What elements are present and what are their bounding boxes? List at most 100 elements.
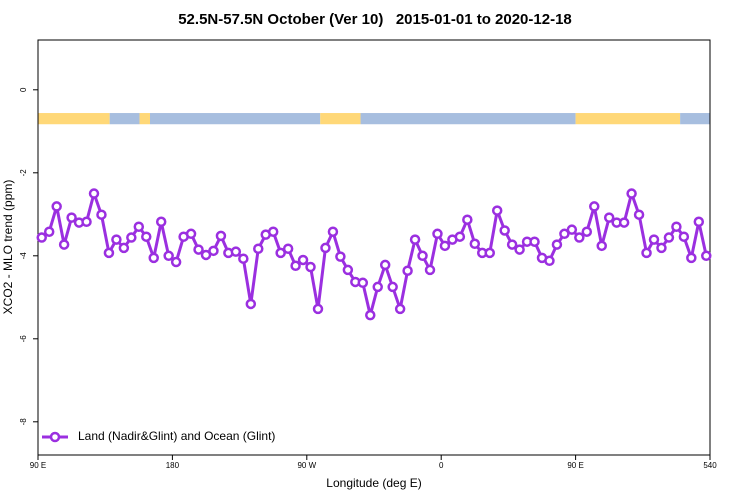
point — [671, 221, 682, 232]
point — [693, 216, 705, 228]
point — [454, 231, 466, 242]
point — [185, 228, 197, 240]
point — [96, 209, 107, 220]
point — [462, 214, 473, 225]
y-tick-label: -8 — [19, 418, 28, 426]
point — [290, 260, 301, 272]
point — [626, 188, 637, 199]
legend-marker — [49, 431, 61, 443]
point — [469, 238, 481, 250]
point — [357, 277, 369, 289]
point — [514, 244, 525, 255]
point — [275, 247, 286, 259]
point — [581, 226, 593, 237]
point — [648, 234, 660, 245]
point — [618, 217, 630, 228]
point — [387, 281, 398, 293]
point — [245, 298, 257, 310]
point — [58, 239, 70, 250]
point — [155, 216, 167, 228]
y-tick-label: -6 — [19, 335, 28, 343]
x-tick-label: 0 — [439, 461, 444, 470]
point — [484, 247, 495, 259]
point — [141, 231, 152, 242]
point — [320, 242, 331, 254]
surface-band — [680, 113, 710, 125]
x-tick-label: 90 E — [30, 461, 46, 470]
point — [193, 244, 204, 255]
point — [215, 230, 227, 242]
point — [499, 225, 510, 236]
surface-band — [320, 113, 361, 125]
point — [663, 232, 675, 243]
legend-label: Land (Nadir&Glint) and Ocean (Glint) — [78, 429, 275, 443]
point — [36, 232, 47, 243]
point — [81, 216, 92, 228]
x-tick-label: 90 E — [567, 461, 583, 470]
point — [163, 250, 174, 262]
surface-band — [360, 113, 576, 125]
series-line — [40, 192, 708, 317]
y-tick-label: -4 — [19, 252, 28, 260]
point — [596, 240, 607, 252]
point — [656, 242, 667, 254]
point — [686, 252, 697, 264]
y-tick-label: -2 — [19, 169, 28, 177]
point — [342, 264, 354, 276]
point — [267, 226, 279, 237]
point — [589, 201, 600, 212]
point — [208, 245, 219, 257]
point — [365, 309, 376, 321]
point — [701, 250, 712, 262]
point — [133, 221, 145, 232]
surface-band — [150, 113, 321, 125]
point — [305, 261, 316, 273]
point — [297, 254, 309, 266]
point — [641, 247, 652, 259]
point — [230, 246, 242, 257]
point — [417, 250, 428, 262]
point — [409, 234, 421, 245]
point — [126, 232, 137, 243]
point — [491, 205, 503, 216]
point — [312, 303, 324, 315]
point — [394, 303, 406, 315]
point — [43, 226, 55, 237]
point — [439, 240, 451, 252]
y-axis-label: XCO2 - MLO trend (ppm) — [1, 180, 15, 315]
point — [335, 251, 346, 262]
y-tick-label: 0 — [19, 87, 28, 92]
x-tick-label: 180 — [166, 461, 180, 470]
point — [282, 243, 294, 254]
point — [574, 232, 585, 243]
point — [88, 188, 100, 199]
point — [51, 201, 62, 212]
point — [327, 226, 339, 237]
surface-band — [109, 113, 140, 125]
point — [678, 231, 690, 242]
point — [402, 265, 413, 276]
plot-frame — [37, 39, 711, 456]
surface-band — [38, 113, 110, 125]
point — [238, 253, 249, 264]
x-tick-label: 90 W — [297, 461, 316, 470]
point — [103, 247, 115, 259]
point — [111, 234, 122, 245]
point — [506, 239, 518, 250]
point — [559, 228, 570, 240]
point — [253, 243, 264, 254]
point — [603, 212, 615, 223]
point — [424, 264, 436, 276]
surface-band — [139, 113, 150, 125]
point — [66, 212, 77, 223]
point — [432, 228, 443, 240]
chart-title: 52.5N-57.5N October (Ver 10) 2015-01-01 … — [178, 11, 572, 28]
x-axis-label: Longitude (deg E) — [326, 476, 421, 490]
point — [148, 252, 159, 264]
point — [551, 239, 563, 250]
point — [118, 242, 130, 254]
x-tick-label: 540 — [703, 461, 717, 470]
point — [170, 256, 182, 268]
point — [633, 209, 645, 220]
